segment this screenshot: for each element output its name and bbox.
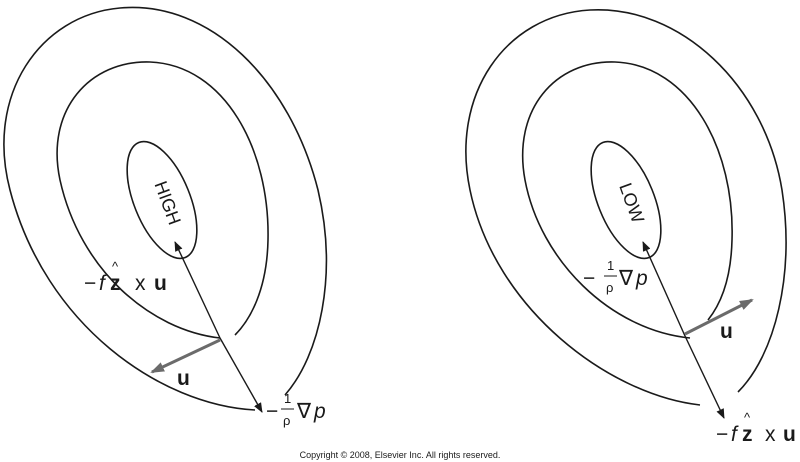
- low-coriolis-minus: −: [716, 423, 728, 446]
- high-middle-isobar: [56, 61, 269, 339]
- high-pressure-minus: −: [266, 400, 278, 423]
- high-pressure-gradient-arrow: [174, 241, 221, 339]
- low-pressure-rho: ρ: [606, 280, 613, 295]
- high-inner-isobar: [126, 140, 198, 260]
- low-pressure-p: p: [635, 267, 648, 290]
- high-pressure-nabla: ∇: [296, 400, 312, 423]
- low-pressure-system: LOW − 1 ρ ∇ p u − f z ^ x u: [465, 9, 796, 446]
- low-velocity-arrow: [684, 298, 754, 336]
- low-outer-isobar: [465, 9, 787, 406]
- high-coriolis-minus: −: [84, 272, 96, 295]
- low-coriolis-f: f: [731, 423, 739, 446]
- low-pressure-nabla: ∇: [618, 267, 634, 290]
- high-center-label: HIGH: [151, 178, 185, 227]
- low-coriolis-label: − f z ^ x u: [716, 410, 796, 446]
- high-pressure-p: p: [313, 400, 326, 423]
- low-middle-isobar: [521, 61, 733, 339]
- high-coriolis-times: x: [135, 272, 146, 295]
- high-coriolis-f: f: [99, 272, 107, 295]
- low-coriolis-z: z: [742, 423, 753, 446]
- high-coriolis-u: u: [154, 272, 167, 295]
- low-coriolis-arrow: [684, 335, 725, 419]
- low-coriolis-times: x: [765, 423, 776, 446]
- high-pressure-numerator: 1: [284, 391, 291, 406]
- copyright-notice: Copyright © 2008, Elsevier Inc. All righ…: [299, 450, 501, 460]
- high-coriolis-label: − f z ^ x u: [84, 259, 167, 295]
- low-velocity-label: u: [720, 320, 733, 343]
- high-outer-isobar: [3, 6, 328, 411]
- low-coriolis-u: u: [783, 423, 796, 446]
- high-coriolis-arrow: [219, 337, 263, 413]
- high-pressure-system: HIGH − f z ^ x u u − 1 ρ ∇ p: [3, 6, 328, 428]
- high-velocity-arrow: [150, 338, 221, 374]
- high-velocity-label: u: [177, 367, 190, 390]
- low-pressure-minus: −: [583, 267, 595, 290]
- high-coriolis-z: z: [110, 272, 121, 295]
- low-coriolis-hat: ^: [744, 410, 751, 425]
- high-pressure-label: − 1 ρ ∇ p: [266, 391, 326, 428]
- low-pressure-gradient-arrow: [642, 241, 686, 337]
- low-center-label: LOW: [615, 180, 648, 225]
- high-coriolis-hat: ^: [112, 259, 119, 274]
- low-pressure-numerator: 1: [607, 258, 614, 273]
- low-pressure-label: − 1 ρ ∇ p: [583, 258, 648, 295]
- high-pressure-rho: ρ: [283, 413, 290, 428]
